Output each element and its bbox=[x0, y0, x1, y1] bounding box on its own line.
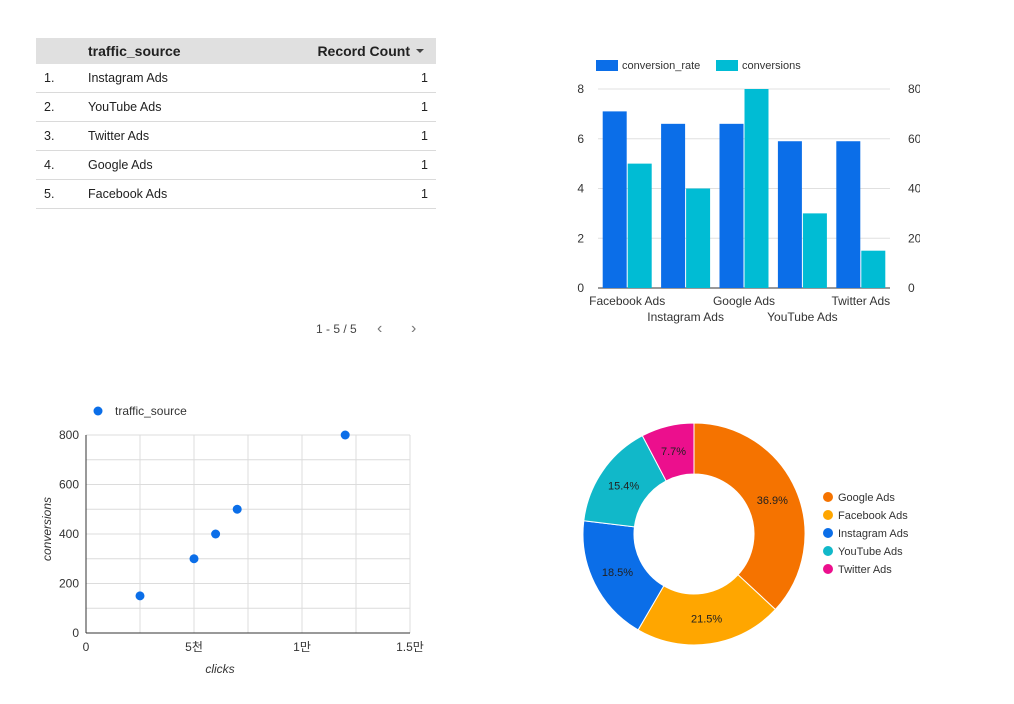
x-tick-label: Google Ads bbox=[713, 294, 775, 308]
row-traffic-source: Google Ads bbox=[88, 158, 153, 172]
x-tick-label: 0 bbox=[83, 640, 90, 654]
y-tick-label: 0 bbox=[72, 626, 79, 640]
bar-conversion_rate bbox=[661, 123, 686, 288]
y-tick-label: 600 bbox=[59, 478, 79, 492]
row-traffic-source: Instagram Ads bbox=[88, 71, 168, 85]
donut-chart: 36.9% 21.5% 18.5% 15.4% 7.7% Google Ads Facebo… bbox=[582, 422, 909, 646]
table-row[interactable]: 2. YouTube Ads 1 bbox=[36, 93, 436, 122]
legend-label-conversions: conversions bbox=[742, 60, 801, 72]
legend-label: Twitter Ads bbox=[838, 564, 892, 576]
y-right-tick-label: 200 bbox=[908, 231, 920, 245]
y-tick-label: 200 bbox=[59, 577, 79, 591]
y-axis-title: conversions bbox=[40, 497, 54, 561]
row-index: 3. bbox=[44, 129, 55, 143]
bar-conversions bbox=[627, 163, 652, 288]
x-tick-label: YouTube Ads bbox=[767, 310, 838, 324]
bar-conversions bbox=[802, 213, 827, 288]
legend-marker bbox=[823, 564, 833, 574]
scatter-point bbox=[189, 554, 199, 564]
y-left-tick-label: 0 bbox=[577, 281, 584, 295]
row-traffic-source: Facebook Ads bbox=[88, 187, 168, 201]
legend-label-conversion_rate: conversion_rate bbox=[622, 60, 700, 72]
x-tick-label: 1만 bbox=[293, 640, 311, 654]
y-left-tick-label: 6 bbox=[577, 132, 584, 146]
bar-conversions bbox=[744, 89, 769, 288]
scatter-chart: traffic_source 0 200 400 600 800 0 5천 1만 1.5만 clic… bbox=[40, 404, 424, 676]
chevron-right-icon[interactable]: › bbox=[411, 320, 417, 337]
row-index: 4. bbox=[44, 158, 55, 172]
x-tick-label: Facebook Ads bbox=[589, 294, 665, 308]
row-index: 1. bbox=[44, 71, 55, 85]
legend-label: Instagram Ads bbox=[838, 528, 909, 540]
table-row[interactable]: 1. Instagram Ads 1 bbox=[36, 64, 436, 93]
slice-label: 21.5% bbox=[691, 614, 722, 626]
donut-slice bbox=[641, 422, 695, 482]
donut-slice bbox=[693, 422, 806, 611]
y-left-tick-label: 2 bbox=[577, 231, 584, 245]
row-record-count: 1 bbox=[421, 129, 428, 143]
x-tick-label: 1.5만 bbox=[396, 640, 424, 654]
table-row[interactable]: 4. Google Ads 1 bbox=[36, 151, 436, 180]
legend-marker bbox=[823, 492, 833, 502]
scatter-point bbox=[232, 504, 242, 514]
row-record-count: 1 bbox=[421, 158, 428, 172]
table-header: traffic_source Record Count bbox=[36, 38, 436, 64]
row-traffic-source: Twitter Ads bbox=[88, 129, 150, 143]
legend-swatch-conversion_rate bbox=[596, 60, 618, 71]
legend-label: Google Ads bbox=[838, 492, 895, 504]
legend-label-traffic_source: traffic_source bbox=[115, 404, 187, 418]
sort-desc-icon[interactable] bbox=[416, 49, 424, 53]
x-axis-title: clicks bbox=[205, 662, 234, 676]
y-right-tick-label: 0 bbox=[908, 281, 915, 295]
pagination: 1 - 5 / 5 ‹ › bbox=[316, 318, 425, 340]
header-record-count-label: Record Count bbox=[317, 43, 410, 59]
legend-marker bbox=[823, 528, 833, 538]
row-record-count: 1 bbox=[421, 187, 428, 201]
scatter-point bbox=[135, 591, 145, 601]
x-tick-label: 5천 bbox=[185, 639, 203, 654]
records-table: traffic_source Record Count 1. Instagram … bbox=[36, 38, 436, 338]
legend-marker bbox=[823, 546, 833, 556]
bar-conversion_rate bbox=[719, 123, 744, 288]
header-traffic-source[interactable]: traffic_source bbox=[88, 43, 181, 59]
table-row[interactable]: 5. Facebook Ads 1 bbox=[36, 180, 436, 209]
row-record-count: 1 bbox=[421, 71, 428, 85]
y-right-tick-label: 400 bbox=[908, 182, 920, 196]
y-right-tick-label: 800 bbox=[908, 82, 920, 96]
table-body: 1. Instagram Ads 1 2. YouTube Ads 1 3. Twitter … bbox=[36, 64, 436, 209]
slice-label: 36.9% bbox=[757, 495, 788, 507]
slice-label: 7.7% bbox=[661, 446, 686, 458]
y-right-tick-label: 600 bbox=[908, 132, 920, 146]
row-traffic-source: YouTube Ads bbox=[88, 100, 162, 114]
x-tick-label: Twitter Ads bbox=[831, 294, 890, 308]
scatter-point bbox=[340, 430, 350, 440]
chevron-left-icon[interactable]: ‹ bbox=[377, 320, 383, 337]
header-record-count[interactable]: Record Count bbox=[317, 43, 436, 59]
row-index: 5. bbox=[44, 187, 55, 201]
table-row[interactable]: 3. Twitter Ads 1 bbox=[36, 122, 436, 151]
bar-conversions bbox=[861, 250, 886, 288]
y-tick-label: 400 bbox=[59, 527, 79, 541]
slice-label: 18.5% bbox=[602, 567, 633, 579]
donut-slice bbox=[637, 574, 777, 646]
pagination-label: 1 - 5 / 5 bbox=[316, 322, 357, 336]
x-tick-label: Instagram Ads bbox=[647, 310, 724, 324]
bar-conversion_rate bbox=[777, 141, 802, 288]
bar-conversion_rate bbox=[836, 141, 861, 288]
legend-marker-traffic_source bbox=[93, 406, 103, 416]
bar-chart: conversion_rate conversions 0 2 4 6 8 0 200 400 60… bbox=[577, 60, 920, 324]
scatter-point bbox=[211, 529, 221, 539]
y-tick-label: 800 bbox=[59, 428, 79, 442]
slice-label: 15.4% bbox=[608, 480, 639, 492]
legend-swatch-conversions bbox=[716, 60, 738, 71]
legend-marker bbox=[823, 510, 833, 520]
bar-conversions bbox=[686, 188, 711, 288]
legend-label: YouTube Ads bbox=[838, 546, 903, 558]
y-left-tick-label: 8 bbox=[577, 82, 584, 96]
row-index: 2. bbox=[44, 100, 55, 114]
y-left-tick-label: 4 bbox=[577, 182, 584, 196]
bar-conversion_rate bbox=[602, 111, 627, 288]
row-record-count: 1 bbox=[421, 100, 428, 114]
legend-label: Facebook Ads bbox=[838, 510, 908, 522]
